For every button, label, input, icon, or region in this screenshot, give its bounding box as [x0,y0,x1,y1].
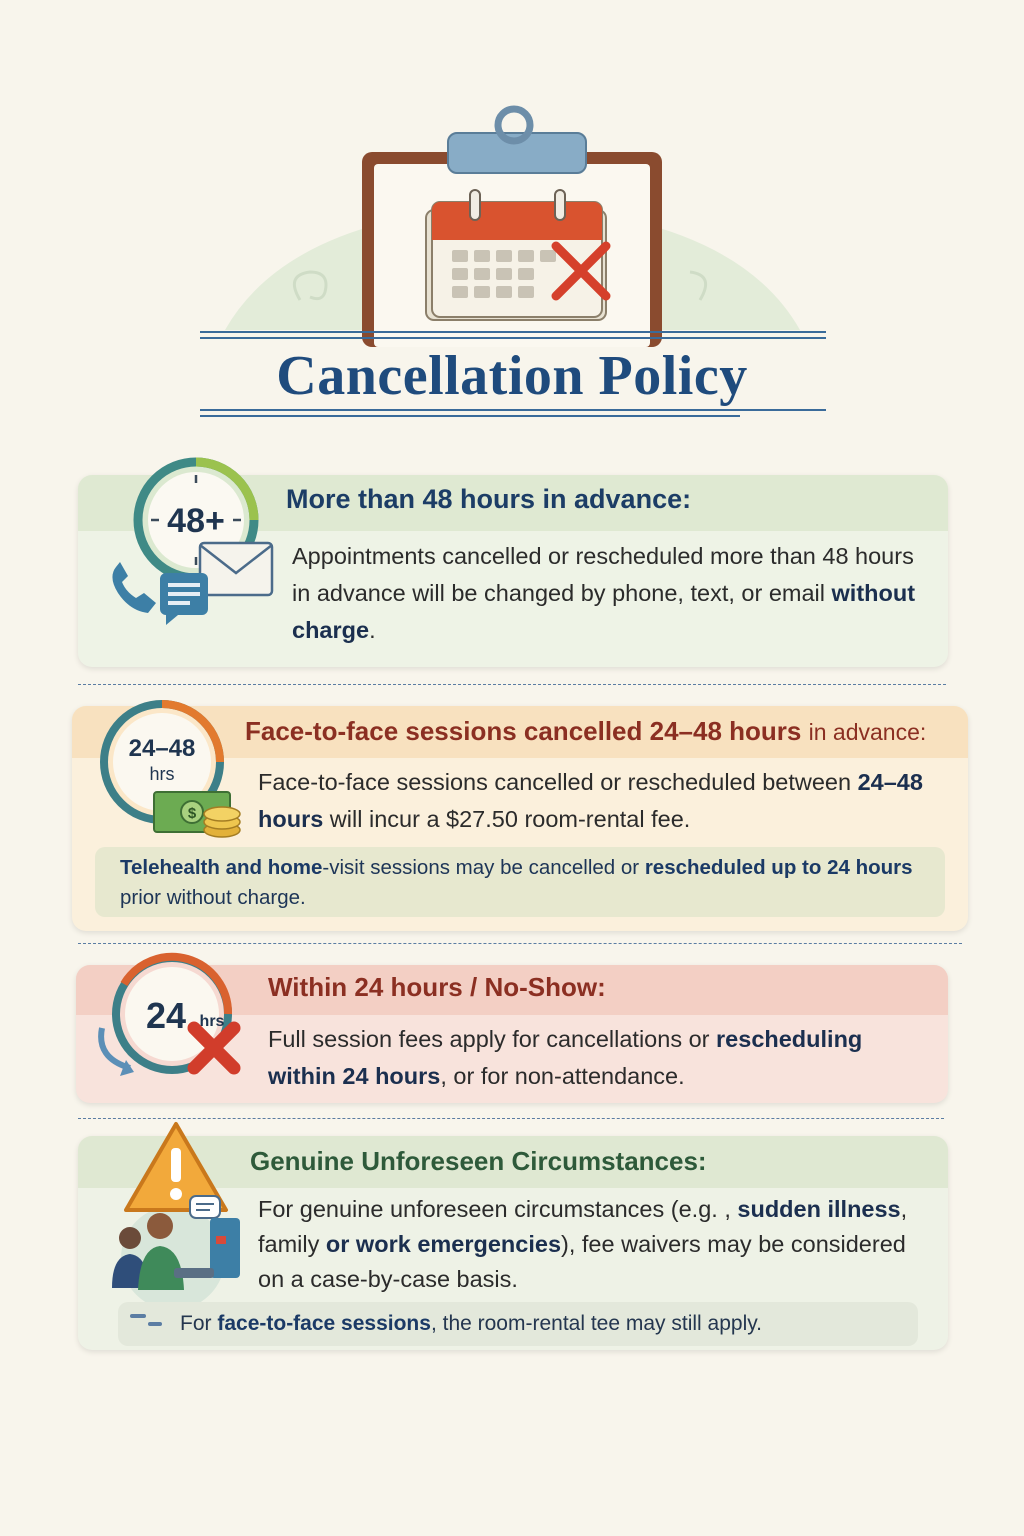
note-dash-icon [130,1314,146,1318]
section-body: Face-to-face sessions cancelled or resch… [258,769,923,832]
section-body: Appointments cancelled or rescheduled mo… [292,543,916,643]
clock-label: 48+ [167,502,225,540]
divider [78,943,962,944]
title-rules [200,331,826,417]
section-body: Full session fees apply for cancellation… [268,1026,863,1089]
clock-24-48-with-money-icon: 24–48 hrs $ [100,700,241,838]
clock-24-with-red-x-icon: 24 hrs [98,952,241,1076]
warning-and-people-icon [112,1122,240,1310]
section-heading: Within 24 hours / No-Show: [268,972,606,1002]
svg-text:$: $ [188,805,197,822]
clock-label: 24 [146,995,186,1036]
section-heading: Face-to-face sessions cancelled 24–48 ho… [245,716,927,746]
clock-label-hrs: hrs [149,764,174,784]
calendar-cancel-icon [425,189,611,321]
divider [78,1118,944,1119]
note-dash-icon [148,1322,162,1326]
room-rental-note: For face-to-face sessions, the room-rent… [118,1302,918,1346]
divider [78,684,946,685]
clock-label-range: 24–48 [129,735,196,762]
telehealth-note: Telehealth and home-visit sessions may b… [95,847,945,917]
clock-48-with-mail-phone-chat-icon: 48+ [112,457,274,625]
section-body: For genuine unforeseen circumstances (e.… [258,1196,908,1292]
header-illustration [200,105,826,417]
section-heading: More than 48 hours in advance: [286,484,692,514]
clock-label-hrs: hrs [200,1013,225,1030]
section-heading: Genuine Unforeseen Circumstances: [250,1146,707,1176]
page-title: Cancellation Policy [276,345,748,407]
